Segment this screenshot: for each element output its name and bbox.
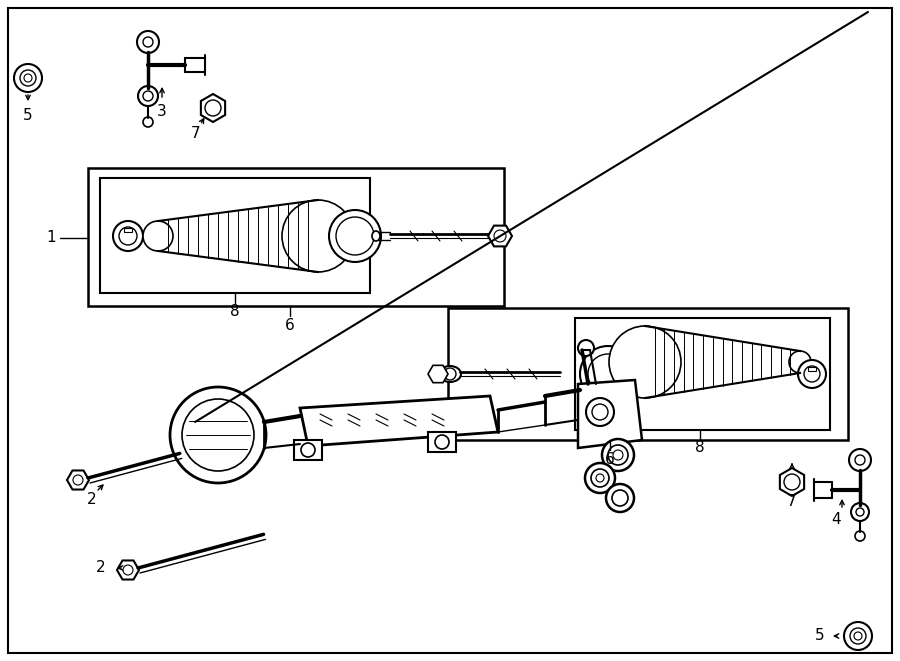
Bar: [808, 367, 816, 371]
Circle shape: [844, 622, 872, 650]
Circle shape: [851, 503, 869, 521]
Circle shape: [588, 354, 628, 394]
Text: 5: 5: [23, 108, 32, 122]
Text: 6: 6: [285, 319, 295, 334]
Bar: [88, 168, 504, 306]
Circle shape: [591, 469, 609, 487]
Ellipse shape: [439, 366, 461, 382]
Circle shape: [329, 210, 381, 262]
Circle shape: [606, 484, 634, 512]
Circle shape: [143, 37, 153, 47]
Text: 3: 3: [158, 104, 166, 120]
Circle shape: [585, 463, 615, 493]
Bar: [294, 440, 322, 460]
Circle shape: [73, 475, 83, 485]
Circle shape: [143, 91, 153, 101]
Circle shape: [138, 86, 158, 106]
Text: 6: 6: [605, 453, 615, 467]
Circle shape: [24, 74, 32, 82]
Circle shape: [578, 340, 594, 356]
Polygon shape: [201, 94, 225, 122]
Bar: [428, 432, 456, 452]
Polygon shape: [488, 225, 512, 247]
Circle shape: [854, 632, 862, 640]
Circle shape: [608, 445, 628, 465]
Text: 2: 2: [96, 561, 106, 576]
Circle shape: [855, 531, 865, 541]
Bar: [448, 308, 848, 440]
Polygon shape: [300, 396, 498, 446]
Circle shape: [804, 366, 820, 382]
Circle shape: [137, 31, 159, 53]
Circle shape: [855, 455, 865, 465]
Polygon shape: [578, 380, 642, 448]
Circle shape: [336, 217, 374, 255]
Circle shape: [123, 565, 133, 575]
Ellipse shape: [789, 351, 811, 373]
Circle shape: [580, 346, 636, 402]
Circle shape: [856, 508, 864, 516]
Circle shape: [612, 490, 628, 506]
Text: 5: 5: [815, 629, 824, 644]
Text: 7: 7: [191, 126, 201, 141]
Circle shape: [444, 368, 456, 380]
Circle shape: [20, 70, 36, 86]
Circle shape: [602, 439, 634, 471]
Circle shape: [14, 64, 42, 92]
Text: 4: 4: [832, 512, 841, 527]
Ellipse shape: [143, 221, 173, 251]
Ellipse shape: [609, 326, 681, 398]
Circle shape: [798, 360, 826, 388]
Circle shape: [435, 435, 449, 449]
Text: 2: 2: [87, 492, 97, 508]
Polygon shape: [67, 471, 89, 490]
Text: 7: 7: [788, 494, 796, 510]
Polygon shape: [117, 561, 139, 580]
Circle shape: [613, 450, 623, 460]
Bar: [124, 228, 132, 232]
Ellipse shape: [372, 231, 380, 241]
Circle shape: [170, 387, 266, 483]
Bar: [575, 318, 830, 430]
Polygon shape: [428, 366, 448, 383]
Circle shape: [301, 443, 315, 457]
Circle shape: [143, 117, 153, 127]
Circle shape: [494, 230, 506, 242]
Circle shape: [784, 474, 800, 490]
Circle shape: [205, 100, 221, 116]
Text: 8: 8: [695, 440, 705, 455]
Circle shape: [119, 227, 137, 245]
Circle shape: [182, 399, 254, 471]
Ellipse shape: [282, 200, 354, 272]
Circle shape: [850, 628, 866, 644]
Circle shape: [849, 449, 871, 471]
Text: 8: 8: [230, 303, 239, 319]
Bar: [100, 178, 370, 293]
Circle shape: [586, 398, 614, 426]
Circle shape: [596, 474, 604, 482]
Text: 1: 1: [47, 231, 56, 245]
Polygon shape: [780, 468, 804, 496]
Circle shape: [592, 404, 608, 420]
Circle shape: [113, 221, 143, 251]
